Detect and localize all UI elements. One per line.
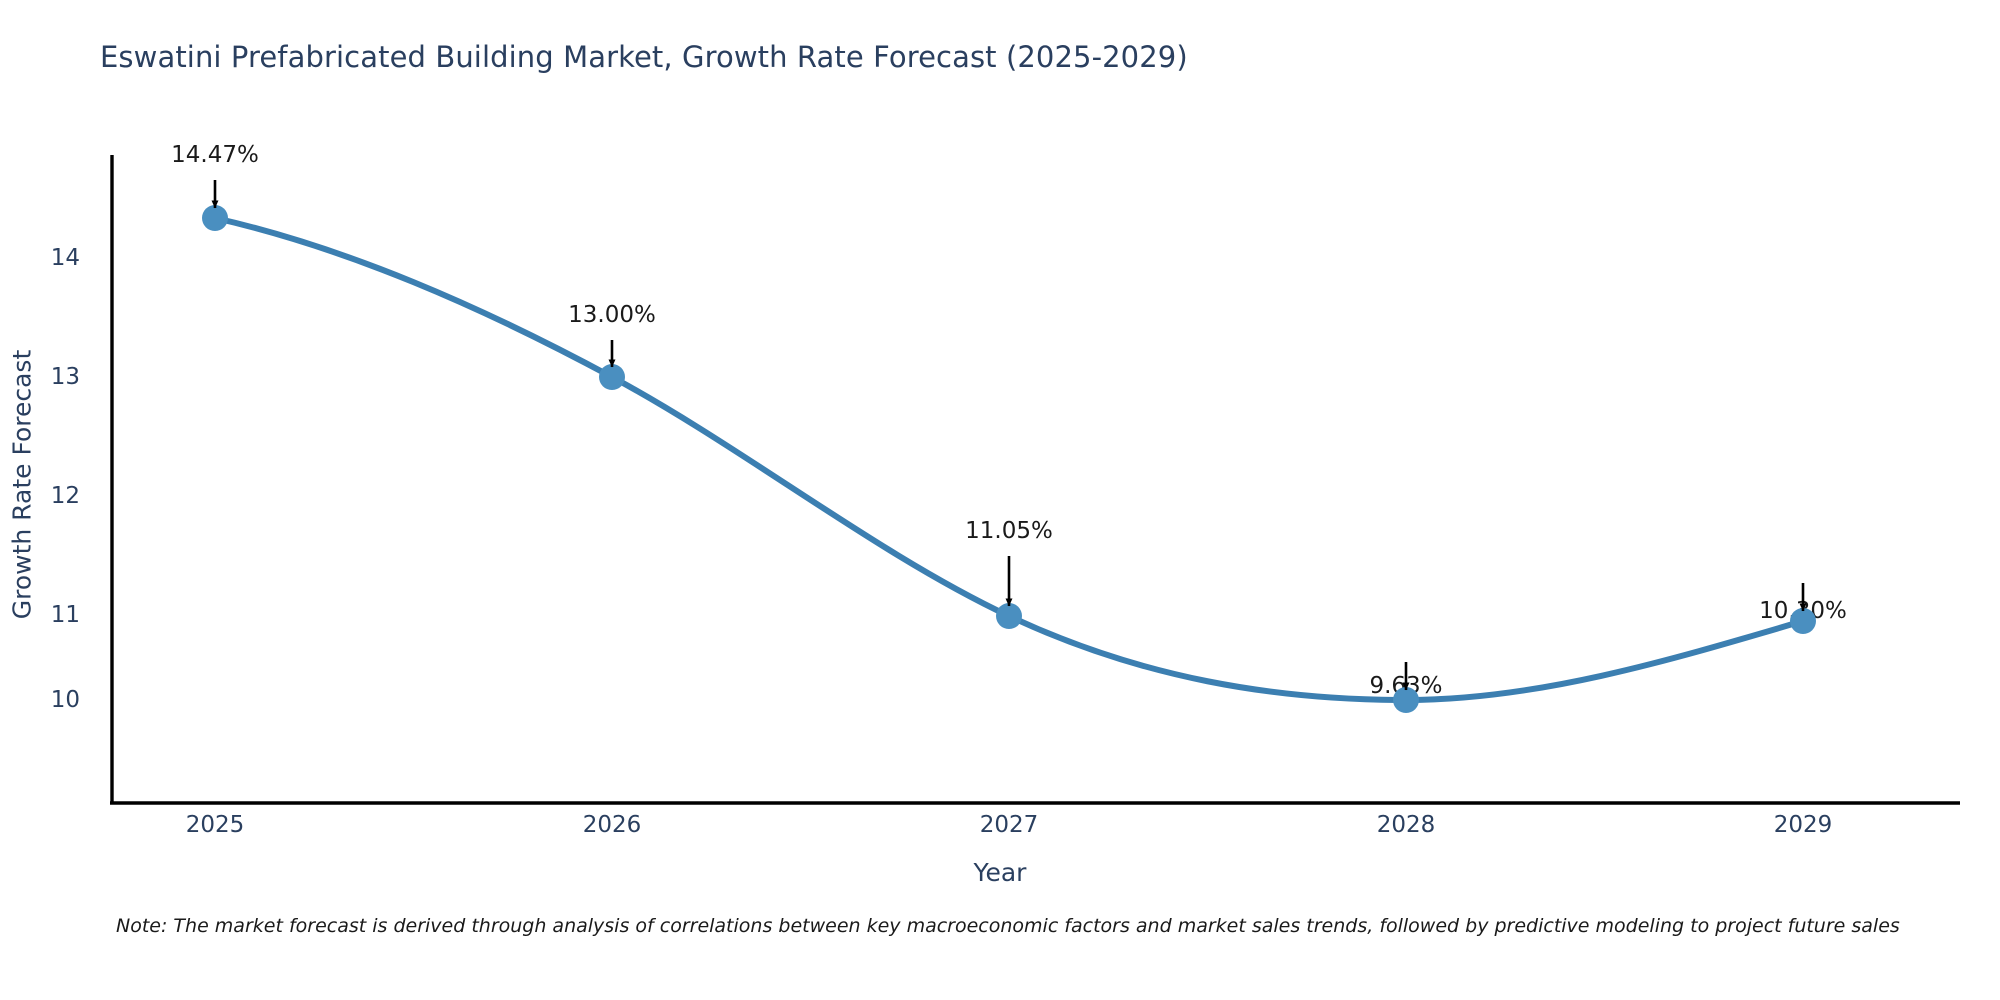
y-tick-label-10: 10 [50,687,80,713]
x-axis-title: Year [973,858,1027,887]
data-point-2028[interactable] [1393,687,1419,713]
data-point-2025[interactable] [202,205,228,231]
y-tick-label-11: 11 [50,602,80,628]
data-label-2026: 13.00% [568,302,656,328]
x-tick-label-2027: 2027 [979,812,1039,838]
data-point-2026[interactable] [599,364,625,390]
y-tick-label-13: 13 [50,364,80,390]
x-tick-label-2025: 2025 [185,812,245,838]
chart-title: Eswatini Prefabricated Building Market, … [100,40,1188,74]
data-point-2029[interactable] [1790,608,1816,634]
x-tick-label-2029: 2029 [1773,812,1833,838]
data-label-2025: 14.47% [171,142,259,168]
y-tick-label-12: 12 [50,483,80,509]
data-point-2027[interactable] [996,603,1022,629]
chart-footnote: Note: The market forecast is derived thr… [116,915,1900,937]
x-tick-label-2026: 2026 [582,812,642,838]
x-tick-label-2028: 2028 [1376,812,1436,838]
data-label-2027: 11.05% [965,518,1053,544]
y-tick-label-14: 14 [50,245,80,271]
